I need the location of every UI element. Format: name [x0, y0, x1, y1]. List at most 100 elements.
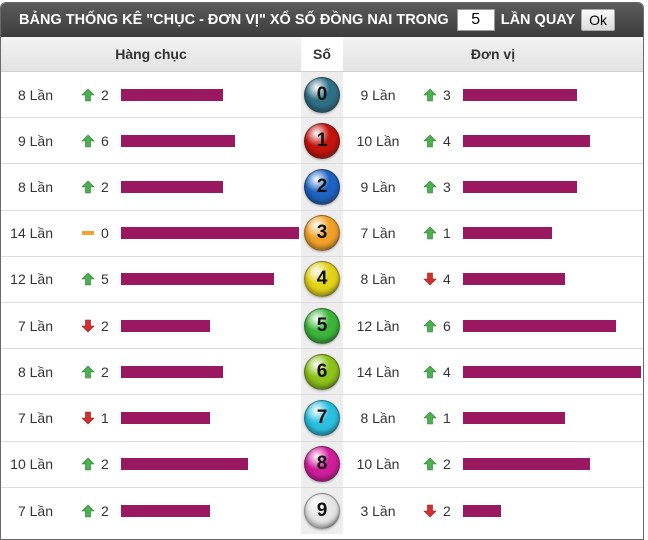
header-so: Số [301, 37, 343, 71]
times-label: 3 Lần [360, 502, 396, 519]
frequency-bar [121, 365, 223, 378]
times-label: 10 Lần [10, 456, 53, 473]
digit-cell: 9 [301, 487, 343, 534]
delta-value: 6 [101, 132, 109, 149]
hang-chuc-cell: 10 Lần 2 [1, 442, 301, 487]
don-vi-cell: 9 Lần 3 [343, 164, 643, 209]
arrow-down-icon [423, 504, 437, 518]
digit-ball: 0 [304, 76, 340, 113]
delta-value: 2 [101, 502, 109, 519]
delta-value: 2 [443, 456, 451, 473]
delta-value: 6 [443, 317, 451, 334]
digit-cell: 8 [301, 441, 343, 487]
don-vi-cell: 8 Lần 4 [343, 257, 643, 302]
delta-value: 4 [443, 132, 451, 149]
title-suffix: LẦN QUAY [500, 12, 576, 28]
frequency-bar [121, 319, 210, 332]
arrow-down-icon [423, 272, 437, 286]
digit-cell: 1 [301, 118, 343, 164]
hang-chuc-cell: 7 Lần 2 [1, 303, 301, 348]
arrow-down-icon [81, 411, 95, 425]
digit-cell: 0 [301, 72, 343, 118]
frequency-bar [463, 88, 577, 101]
table-row: 9 Lần 6 1 10 Lần 4 [1, 118, 643, 165]
arrow-up-icon [423, 134, 437, 148]
frequency-bar [463, 458, 590, 471]
don-vi-cell: 12 Lần 6 [343, 303, 643, 348]
frequency-bar [121, 88, 223, 101]
frequency-bar [121, 504, 210, 517]
arrow-up-icon [423, 457, 437, 471]
arrow-up-icon [423, 88, 437, 102]
times-label: 7 Lần [17, 409, 53, 426]
delta-value: 1 [443, 225, 451, 242]
table-header: Hàng chục Số Đơn vị [1, 37, 643, 72]
delta-value: 2 [101, 363, 109, 380]
times-label: 10 Lần [356, 132, 400, 149]
arrow-up-icon [81, 134, 95, 148]
arrow-down-icon [81, 319, 95, 333]
table-row: 14 Lần 0 3 7 Lần 1 [1, 210, 643, 257]
arrow-up-icon [81, 457, 95, 471]
hang-chuc-cell: 8 Lần 2 [1, 349, 301, 394]
delta-value: 1 [443, 409, 451, 426]
title-prefix: BẢNG THỐNG KÊ "CHỤC - ĐƠN VỊ" XỔ SỐ ĐỒNG… [19, 12, 449, 28]
table-row: 8 Lần 2 2 9 Lần 3 [1, 164, 643, 211]
digit-ball: 8 [304, 446, 340, 483]
delta-value: 2 [101, 456, 109, 473]
times-label: 9 Lần [17, 132, 53, 149]
don-vi-cell: 9 Lần 3 [343, 72, 643, 117]
digit-ball: 9 [304, 492, 340, 529]
frequency-bar [121, 411, 210, 424]
frequency-bar [121, 180, 223, 193]
digit-cell: 4 [301, 256, 343, 302]
table-body: 8 Lần 2 0 9 Lần 3 9 Lần 6 1 10 Lần 4 8 Lần 2 2 9 Lần 3… [1, 72, 643, 534]
hang-chuc-cell: 7 Lần 2 [1, 488, 301, 534]
times-label: 10 Lần [356, 456, 400, 473]
title-bar: BẢNG THỐNG KÊ "CHỤC - ĐƠN VỊ" XỔ SỐ ĐỒNG… [1, 3, 643, 37]
digit-cell: 5 [301, 302, 343, 349]
don-vi-cell: 14 Lần 4 [343, 349, 643, 394]
arrow-up-icon [423, 180, 437, 194]
times-label: 7 Lần [360, 225, 396, 242]
digit-cell: 7 [301, 395, 343, 441]
times-label: 12 Lần [10, 271, 53, 288]
don-vi-cell: 10 Lần 2 [343, 442, 643, 487]
frequency-bar [463, 319, 616, 332]
times-label: 8 Lần [360, 409, 396, 426]
times-label: 8 Lần [17, 86, 53, 103]
digit-ball: 5 [304, 307, 340, 344]
digit-ball: 4 [304, 261, 340, 298]
delta-value: 2 [443, 502, 451, 519]
don-vi-cell: 7 Lần 1 [343, 211, 643, 256]
table-row: 7 Lần 1 7 8 Lần 1 [1, 395, 643, 442]
delta-value: 4 [443, 363, 451, 380]
frequency-bar [121, 227, 299, 240]
delta-value: 0 [101, 225, 109, 242]
don-vi-cell: 8 Lần 1 [343, 395, 643, 440]
delta-value: 2 [101, 178, 109, 195]
times-label: 8 Lần [17, 178, 53, 195]
table-row: 7 Lần 2 9 3 Lần 2 [1, 487, 643, 534]
header-hang-chuc: Hàng chục [115, 46, 187, 62]
ok-button[interactable]: Ok [581, 9, 615, 31]
frequency-bar [463, 365, 641, 378]
times-label: 9 Lần [360, 178, 396, 195]
arrow-up-icon [423, 226, 437, 240]
frequency-bar [463, 411, 565, 424]
arrow-up-icon [81, 180, 95, 194]
hang-chuc-cell: 8 Lần 2 [1, 72, 301, 117]
table-row: 12 Lần 5 4 8 Lần 4 [1, 256, 643, 303]
times-label: 8 Lần [17, 363, 53, 380]
hang-chuc-cell: 8 Lần 2 [1, 164, 301, 209]
hang-chuc-cell: 7 Lần 1 [1, 395, 301, 440]
digit-cell: 2 [301, 164, 343, 210]
hang-chuc-cell: 14 Lần 0 [1, 211, 301, 256]
table-row: 7 Lần 2 5 12 Lần 6 [1, 302, 643, 350]
draw-count-input[interactable] [456, 9, 495, 31]
hang-chuc-cell: 9 Lần 6 [1, 118, 301, 163]
arrow-up-icon [81, 88, 95, 102]
delta-value: 2 [101, 86, 109, 103]
header-don-vi: Đơn vị [470, 46, 516, 62]
